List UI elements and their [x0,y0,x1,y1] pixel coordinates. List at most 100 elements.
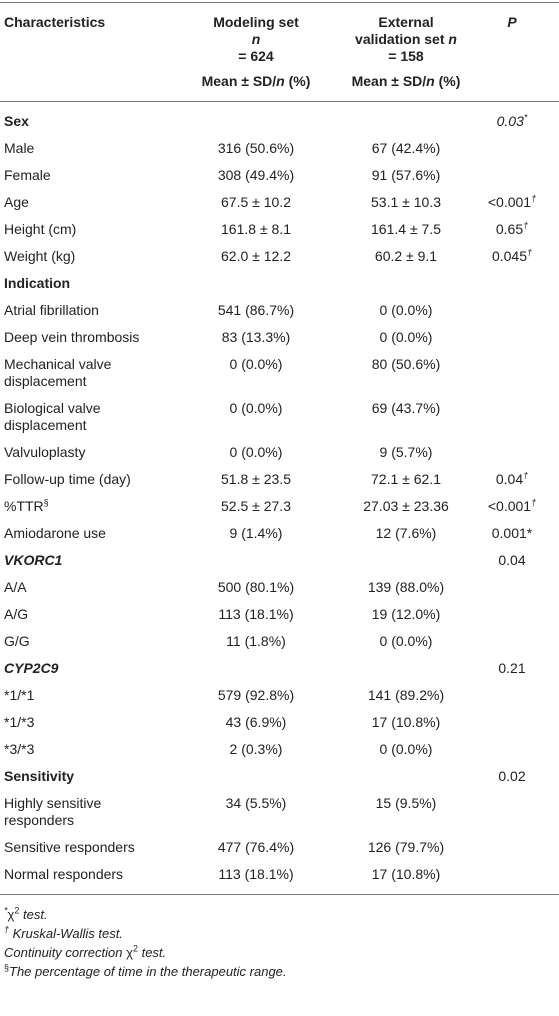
text-run: 126 (79.7%) [367,839,445,855]
table-cell: Sensitive responders [0,834,165,861]
table-header: Characteristics Modeling set n = 624 Extern… [0,3,559,102]
text-run: 113 (18.1%) [218,866,294,882]
text-run: 500 (80.1%) [217,579,295,595]
table-cell: *1/*3 [0,709,165,736]
table-cell: %TTR§ [0,493,165,520]
table-cell [465,709,559,736]
header-cell [0,69,165,102]
table-cell: Mechanical valve displacement [0,351,165,395]
superscript: † [531,193,537,204]
table-cell: 60.2 ± 9.1 [347,243,465,270]
text-run: Characteristics [4,14,106,30]
table-row: A/G 113 (18.1%) 19 (12.0%) [0,601,559,628]
table-cell [165,763,347,790]
table-cell: 113 (18.1%) [165,601,347,628]
text-run: 0 (0.0%) [379,329,433,345]
text-run: 53.1 ± 10.3 [371,194,441,210]
text-run: 541 (86.7%) [217,302,295,318]
text-run: Female [4,167,51,183]
text-run: Deep vein thrombosis [4,329,140,345]
table-cell: 15 (9.5%) [347,790,465,834]
text-run: 15 (9.5%) [375,795,437,811]
text-run: 83 (13.3%) [221,329,291,345]
table-cell: 11 (1.8%) [165,628,347,655]
table-row: Sensitive responders 477 (76.4%) 126 (79.7… [0,834,559,861]
table-cell [347,270,465,297]
table-cell: <0.001† [465,493,559,520]
table-cell: 113 (18.1%) [165,861,347,895]
text-run: 0 (0.0%) [379,302,433,318]
table-cell: 0.04† [465,466,559,493]
table-cell: 67.5 ± 10.2 [165,189,347,216]
text-run: 308 (49.4%) [217,167,295,183]
text-run: Continuity correction [4,945,127,960]
text-run: 11 (1.8%) [226,633,286,649]
text-run: 0 (0.0%) [229,400,283,416]
table-row: Mechanical valve displacement 0 (0.0%) 80 … [0,351,559,395]
text-run: 0.65 [495,221,524,237]
table-row: Sex 0.03* [0,102,559,136]
text-run: 52.5 ± 27.3 [221,498,291,514]
table-cell [465,162,559,189]
footnotes: *χ2 test. † Kruskal-Wallis test. Continuit… [0,895,559,981]
text-run: n [426,73,435,89]
table-cell: 17 (10.8%) [347,861,465,895]
table-cell: G/G [0,628,165,655]
header-cell: Characteristics [0,3,165,70]
table-cell: 0 (0.0%) [347,736,465,763]
text-run: 161.8 ± 8.1 [221,221,291,237]
table-cell: 0.21 [465,655,559,682]
superscript: † [523,470,529,481]
text-run: *1/*1 [4,687,35,703]
text-run: 0 (0.0%) [229,356,283,372]
table-cell: 9 (5.7%) [347,439,465,466]
table-cell [347,102,465,136]
table-row: Valvuloplasty 0 (0.0%) 9 (5.7%) [0,439,559,466]
table-row: Amiodarone use 9 (1.4%) 12 (7.6%) 0.001* [0,520,559,547]
table-row: Female 308 (49.4%) 91 (57.6%) [0,162,559,189]
table-cell: 27.03 ± 23.36 [347,493,465,520]
text-run: Amiodarone use [4,525,106,541]
text-run: <0.001 [487,498,532,514]
table-row: Weight (kg) 62.0 ± 12.2 60.2 ± 9.1 0.045† [0,243,559,270]
text-run: Sensitivity [4,768,75,784]
text-run: = 158 [388,48,424,64]
text-run: Atrial fibrillation [4,302,99,318]
text-run: 67 (42.4%) [371,140,441,156]
text-run: The percentage of time in the therapeuti… [9,964,287,979]
table-cell: 0 (0.0%) [165,439,347,466]
table-cell: 69 (43.7%) [347,395,465,439]
text-run: 67.5 ± 10.2 [221,194,291,210]
text-run: 0.001* [491,525,533,541]
table-cell: Biological valve displacement [0,395,165,439]
text-run: VKORC1 [4,552,63,568]
table-cell: 139 (88.0%) [347,574,465,601]
superscript: † [4,924,10,935]
text-run: Weight (kg) [4,248,76,264]
table-cell: A/A [0,574,165,601]
text-run: 72.1 ± 62.1 [371,471,441,487]
table-cell: 0.02 [465,763,559,790]
text-run: G/G [4,633,30,649]
table-cell: 0.03* [465,102,559,136]
text-run: <0.001 [487,194,532,210]
table-row: Male 316 (50.6%) 67 (42.4%) [0,135,559,162]
footnote: *χ2 test. [4,905,555,924]
table-cell: *3/*3 [0,736,165,763]
table-cell [347,763,465,790]
table-cell: 83 (13.3%) [165,324,347,351]
table-cell: 161.8 ± 8.1 [165,216,347,243]
header-cell: Modeling set n = 624 [165,3,347,70]
text-run: 2 (0.3%) [229,741,283,757]
text-run: 12 (7.6%) [375,525,437,541]
superscript: * [4,905,8,916]
text-run: *1/*3 [4,714,35,730]
footnote: Continuity correction χ2 test. [4,943,555,962]
text-run: *3/*3 [4,741,35,757]
table-cell [465,861,559,895]
table-cell: 308 (49.4%) [165,162,347,189]
table-cell: Indication [0,270,165,297]
text-run: 19 (12.0%) [371,606,441,622]
table-cell: VKORC1 [0,547,165,574]
